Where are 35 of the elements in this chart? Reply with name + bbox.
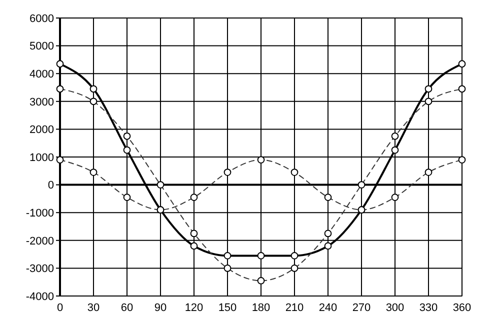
x-tick-label: 180 (252, 302, 270, 314)
x-tick-label: 270 (352, 302, 371, 314)
point (391, 146, 399, 154)
point (56, 60, 64, 68)
x-tick-label: 360 (452, 302, 472, 314)
point (123, 146, 131, 154)
point (290, 252, 298, 260)
y-tick-label: 6000 (30, 12, 54, 25)
y-tick-label: -4000 (26, 290, 54, 303)
y-tick-label: -3000 (26, 263, 54, 276)
x-tick-label: 150 (218, 302, 237, 314)
y-tick-label: -2000 (26, 235, 54, 248)
y-tick-label: 2000 (30, 124, 54, 136)
x-tick-label: 300 (386, 302, 404, 314)
y-tick-label: 0 (48, 180, 54, 192)
y-tick-label: 4000 (30, 68, 54, 80)
point (190, 242, 198, 250)
point (257, 252, 265, 260)
y-tick-label: -1000 (26, 207, 54, 220)
point (324, 242, 332, 250)
x-tick-label: 60 (120, 302, 134, 314)
x-tick-label: 90 (154, 302, 167, 314)
x-tick-label: 120 (184, 302, 204, 314)
x-tick-label: 30 (87, 302, 100, 314)
x-tick-label: 210 (285, 302, 304, 314)
y-tick-label: 3000 (30, 96, 54, 108)
point (90, 85, 98, 93)
point (224, 252, 232, 260)
point (458, 60, 466, 68)
y-tick-label: 5000 (30, 40, 54, 53)
x-tick-label: 0 (56, 302, 64, 314)
x-tick-label: 330 (419, 302, 438, 314)
x-tick-label: 240 (318, 302, 338, 314)
y-tick-label: 1000 (30, 152, 54, 164)
point (424, 85, 432, 93)
